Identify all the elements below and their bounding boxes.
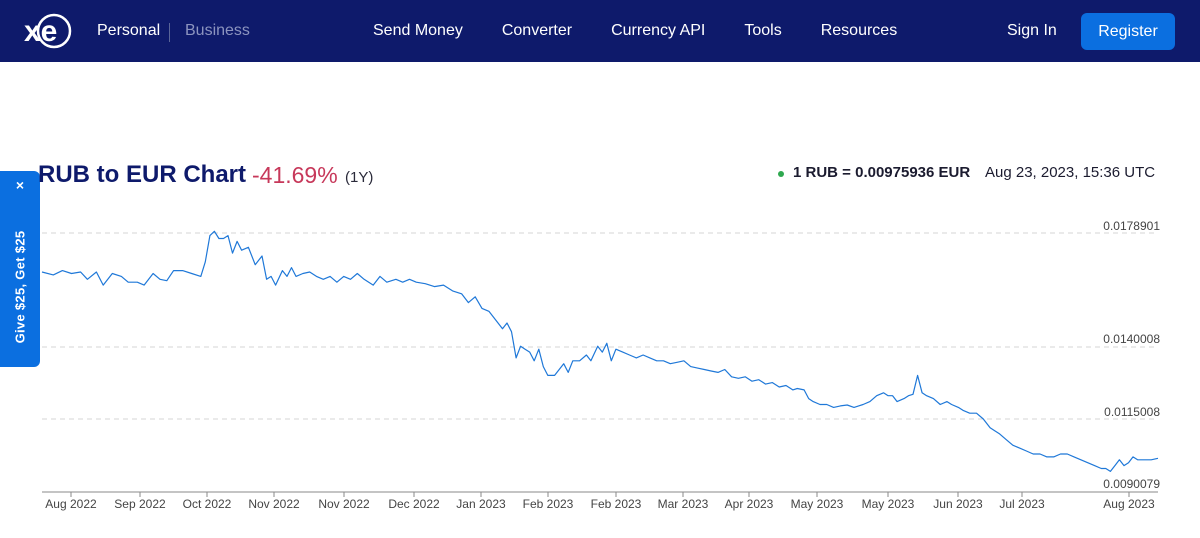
x-tick-label: Jul 2023 bbox=[999, 497, 1045, 511]
x-tick-label: Aug 2022 bbox=[45, 497, 97, 511]
x-tick-label: Apr 2023 bbox=[725, 497, 774, 511]
top-navigation: xe Personal Business Send Money Converte… bbox=[0, 0, 1200, 62]
x-tick-label: Oct 2022 bbox=[183, 497, 232, 511]
x-tick-label: May 2023 bbox=[791, 497, 844, 511]
x-tick-label: Mar 2023 bbox=[658, 497, 709, 511]
xe-logo-icon[interactable]: xe bbox=[24, 12, 74, 50]
referral-promo-tab[interactable]: × Give $25, Get $25 bbox=[0, 171, 40, 367]
y-tick-label: 0.0090079 bbox=[1103, 477, 1160, 491]
x-tick-label: Jan 2023 bbox=[456, 497, 506, 511]
promo-close-icon[interactable]: × bbox=[15, 177, 25, 193]
x-tick-label: Feb 2023 bbox=[523, 497, 574, 511]
x-tick-label: Nov 2022 bbox=[248, 497, 300, 511]
y-tick-label: 0.0140008 bbox=[1103, 332, 1160, 346]
live-status-dot bbox=[778, 171, 784, 177]
x-tick-label: May 2023 bbox=[862, 497, 915, 511]
y-axis-labels: 0.0178901 0.0140008 0.0115008 0.0090079 bbox=[1103, 219, 1160, 491]
x-tick-label: Feb 2023 bbox=[591, 497, 642, 511]
sign-in-link[interactable]: Sign In bbox=[1007, 22, 1057, 39]
nav-personal-link[interactable]: Personal bbox=[97, 22, 161, 39]
logo-text: xe bbox=[24, 15, 57, 48]
promo-label: Give $25, Get $25 bbox=[12, 230, 28, 344]
nav-divider bbox=[169, 23, 170, 42]
nav-tools[interactable]: Tools bbox=[744, 22, 782, 39]
x-tick-label: Jun 2023 bbox=[933, 497, 983, 511]
main-menu: Send Money Converter Currency API Tools … bbox=[373, 22, 897, 40]
rate-series-line[interactable] bbox=[41, 230, 1159, 472]
change-percent: -41.69% bbox=[252, 162, 338, 188]
series-layer bbox=[41, 230, 1159, 472]
grid-lines bbox=[42, 232, 1158, 420]
nav-resources[interactable]: Resources bbox=[820, 22, 898, 39]
chart-title: RUB to EUR Chart bbox=[38, 161, 246, 188]
x-tick-label: Sep 2022 bbox=[114, 497, 166, 511]
register-button[interactable]: Register bbox=[1081, 13, 1175, 50]
y-tick-label: 0.0178901 bbox=[1103, 219, 1160, 233]
rate-timestamp: Aug 23, 2023, 15:36 UTC bbox=[985, 164, 1156, 181]
x-tick-label: Nov 2022 bbox=[318, 497, 370, 511]
x-tick-label: Aug 2023 bbox=[1103, 497, 1155, 511]
nav-converter[interactable]: Converter bbox=[501, 22, 573, 39]
y-tick-label: 0.0115008 bbox=[1104, 405, 1160, 419]
current-rate: 1 RUB = 0.00975936 EUR bbox=[793, 164, 971, 181]
x-axis-labels: Aug 2022 Sep 2022 Oct 2022 Nov 2022 Nov 2022… bbox=[45, 492, 1155, 511]
nav-send-money[interactable]: Send Money bbox=[373, 22, 463, 39]
nav-currency-api[interactable]: Currency API bbox=[611, 22, 706, 39]
nav-business-link[interactable]: Business bbox=[185, 22, 250, 39]
x-tick-label: Dec 2022 bbox=[388, 497, 440, 511]
change-period: (1Y) bbox=[345, 169, 374, 186]
